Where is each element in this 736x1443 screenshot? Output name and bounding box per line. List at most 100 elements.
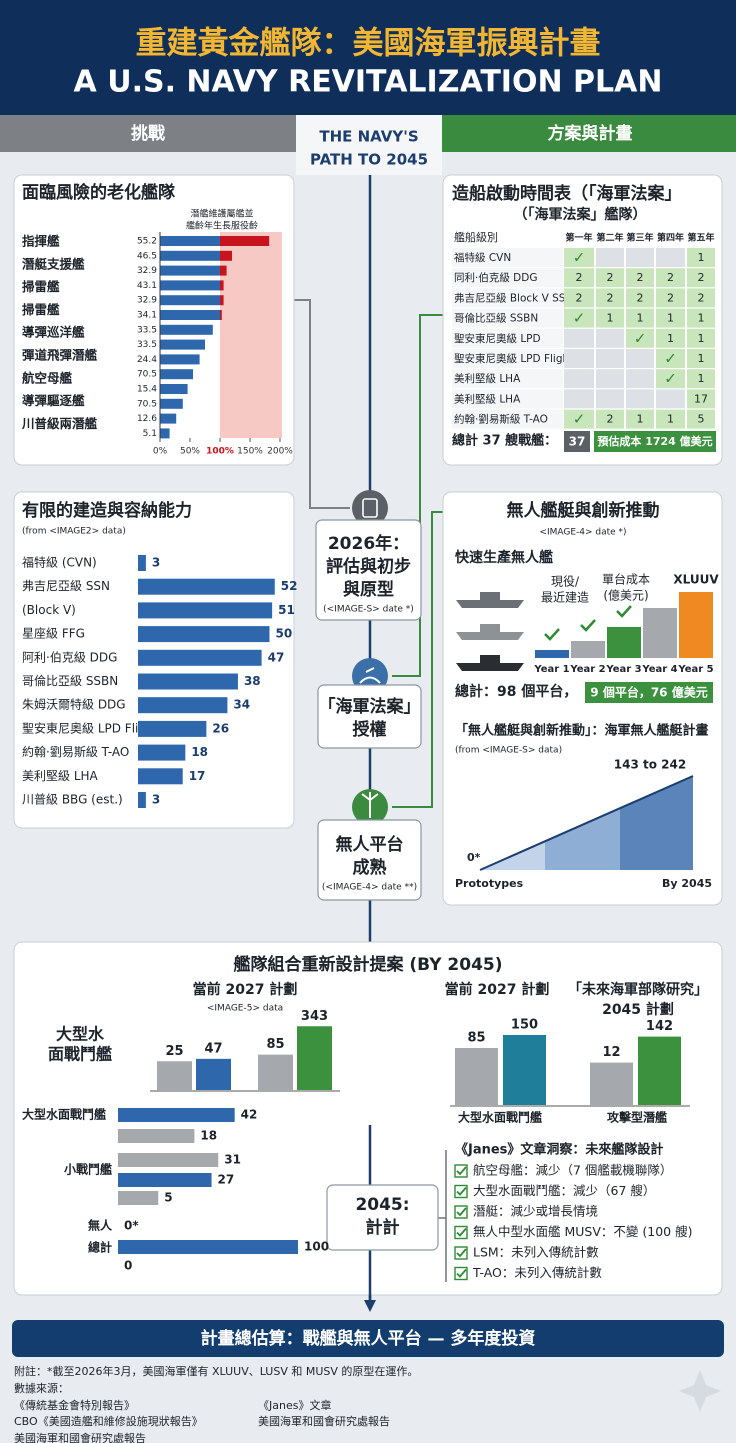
table-cell xyxy=(687,288,715,308)
table-cell: ✓ xyxy=(573,249,586,267)
ship-name: 福特級 (CVN) xyxy=(22,555,97,570)
ship-name: 朱姆沃爾特級 DDG xyxy=(22,697,126,712)
value-label: 47 xyxy=(268,650,285,664)
table-cell xyxy=(687,389,715,409)
timeline-label: 「海軍法案」 xyxy=(319,696,421,717)
x-tick-label: 100% xyxy=(206,447,234,457)
insight-item: 航空母艦：減少（7 個艦載機聯隊） xyxy=(473,1163,672,1178)
age-label: 70.5 xyxy=(137,399,157,409)
source: 《傳統基金會特別報告》 xyxy=(14,1398,135,1412)
bar-overage xyxy=(220,265,227,276)
ship-icon xyxy=(456,655,524,671)
table-cell: 哥倫比亞級 SSBN xyxy=(454,312,538,325)
bar xyxy=(138,626,270,643)
legend: 艦齡年生長服役齡 xyxy=(186,220,258,232)
bar xyxy=(679,592,713,658)
value-label: 142 xyxy=(646,1019,673,1034)
group-label: 大型水 xyxy=(56,1025,105,1044)
banner xyxy=(12,1320,724,1357)
table-cell: 1 xyxy=(698,352,705,365)
x-tick-label: 50% xyxy=(180,447,200,457)
age-label: 32.9 xyxy=(137,296,157,306)
timeline-box xyxy=(317,819,422,901)
ship-name: 星座級 FFG xyxy=(22,626,85,641)
ship-name: 川普級 BBG (est.) xyxy=(22,793,123,807)
ship-name: 掃雷艦 xyxy=(22,279,60,294)
group-label: 大型水面戰鬥艦 xyxy=(22,1107,106,1122)
bar xyxy=(160,310,220,320)
table-cell: ✓ xyxy=(573,309,586,327)
value-label: 18 xyxy=(200,1129,217,1143)
table-cell: 1 xyxy=(667,312,674,325)
table-cell xyxy=(656,328,685,348)
bar xyxy=(160,339,205,350)
table-cell: ✓ xyxy=(664,350,677,368)
x-tick-label: Year 1 xyxy=(533,664,569,675)
table-cell: ✓ xyxy=(634,329,647,347)
panel-title: 無人艦艇與創新推動 xyxy=(507,500,660,521)
table-row xyxy=(452,248,563,267)
panel xyxy=(13,941,723,1296)
bar xyxy=(258,1054,293,1090)
value-label: 38 xyxy=(244,674,261,688)
bar xyxy=(160,236,220,246)
table-cell: 1 xyxy=(607,312,614,325)
value-label: 52 xyxy=(281,579,298,593)
age-label: 46.5 xyxy=(137,251,157,261)
table-cell xyxy=(687,328,715,348)
panel-subtitle: (from <IMAGE2> data) xyxy=(22,527,126,537)
table-cell: 2 xyxy=(698,271,705,284)
timeline-box xyxy=(317,684,422,749)
ship-name: 彈道飛彈潛艦 xyxy=(22,348,98,363)
table-cell xyxy=(626,369,654,389)
age-label: 33.5 xyxy=(137,325,157,335)
table-cell xyxy=(626,409,654,429)
table-cell: 1 xyxy=(637,312,644,325)
ship-icon xyxy=(456,592,524,608)
source: 美國海軍和國會研究處報告 xyxy=(258,1414,390,1428)
value-label: 100 xyxy=(304,1240,329,1254)
table-cell: 1 xyxy=(637,413,644,426)
section-title: 「未來海軍部隊研究」 xyxy=(568,981,708,998)
table-cell xyxy=(596,369,624,389)
section-note: <IMAGE-5> data xyxy=(207,1004,283,1014)
table-cell: 17 xyxy=(694,392,708,405)
table-cell: 福特級 CVN xyxy=(454,251,511,264)
age-label: 5.1 xyxy=(143,429,157,439)
table-cell: 聖安東尼奧級 LPD Flight II xyxy=(454,352,583,365)
insight-item: 無人中型水面艦 MUSV：不變 (100 艘) xyxy=(473,1224,692,1239)
ship-name: 哥倫比亞級 SSBN xyxy=(22,674,118,688)
left-column-header xyxy=(0,115,296,152)
timeline-label: 授權 xyxy=(353,719,387,740)
section-title: 快速生產無人艦 xyxy=(455,549,553,566)
table-cell xyxy=(626,288,654,308)
panel-title: 艦隊組合重新設計提案 (BY 2045) xyxy=(233,954,502,975)
table-cell xyxy=(564,409,594,429)
total-box xyxy=(564,431,590,452)
value-label: 3 xyxy=(152,793,160,807)
value-label: 143 to 242 xyxy=(614,758,686,772)
table-cell xyxy=(564,328,594,348)
timeline-note: (<IMAGE-4> date **) xyxy=(322,883,417,893)
banner-text: 計畫總估算：戰艦與無人平台 — 多年度投資 xyxy=(201,1328,536,1349)
table-header: 艦船級別 xyxy=(454,230,498,244)
bar xyxy=(138,792,146,808)
table-cell: 美利堅級 LHA xyxy=(454,392,521,405)
table-row xyxy=(452,389,563,409)
table-cell xyxy=(656,409,685,429)
x-tick-label: 200% xyxy=(267,447,293,457)
insight-item: 潛艇：減少或增長情境 xyxy=(473,1204,598,1219)
age-label: 34.1 xyxy=(137,311,157,321)
subtitle: A U.S. NAVY REVITALIZATION PLAN xyxy=(74,65,663,100)
check-icon xyxy=(456,1248,467,1258)
x-tick-label: Year 5 xyxy=(677,664,713,675)
bracket xyxy=(438,1150,447,1282)
table-cell: 2 xyxy=(607,413,614,426)
table-cell xyxy=(656,288,685,308)
group-label: 攻擊型潛艦 xyxy=(607,1110,667,1125)
bar xyxy=(297,1026,332,1090)
insight-item: LSM：未列入傳統計數 xyxy=(473,1245,599,1260)
table-row xyxy=(452,268,563,288)
table-cell: 1 xyxy=(698,332,705,345)
